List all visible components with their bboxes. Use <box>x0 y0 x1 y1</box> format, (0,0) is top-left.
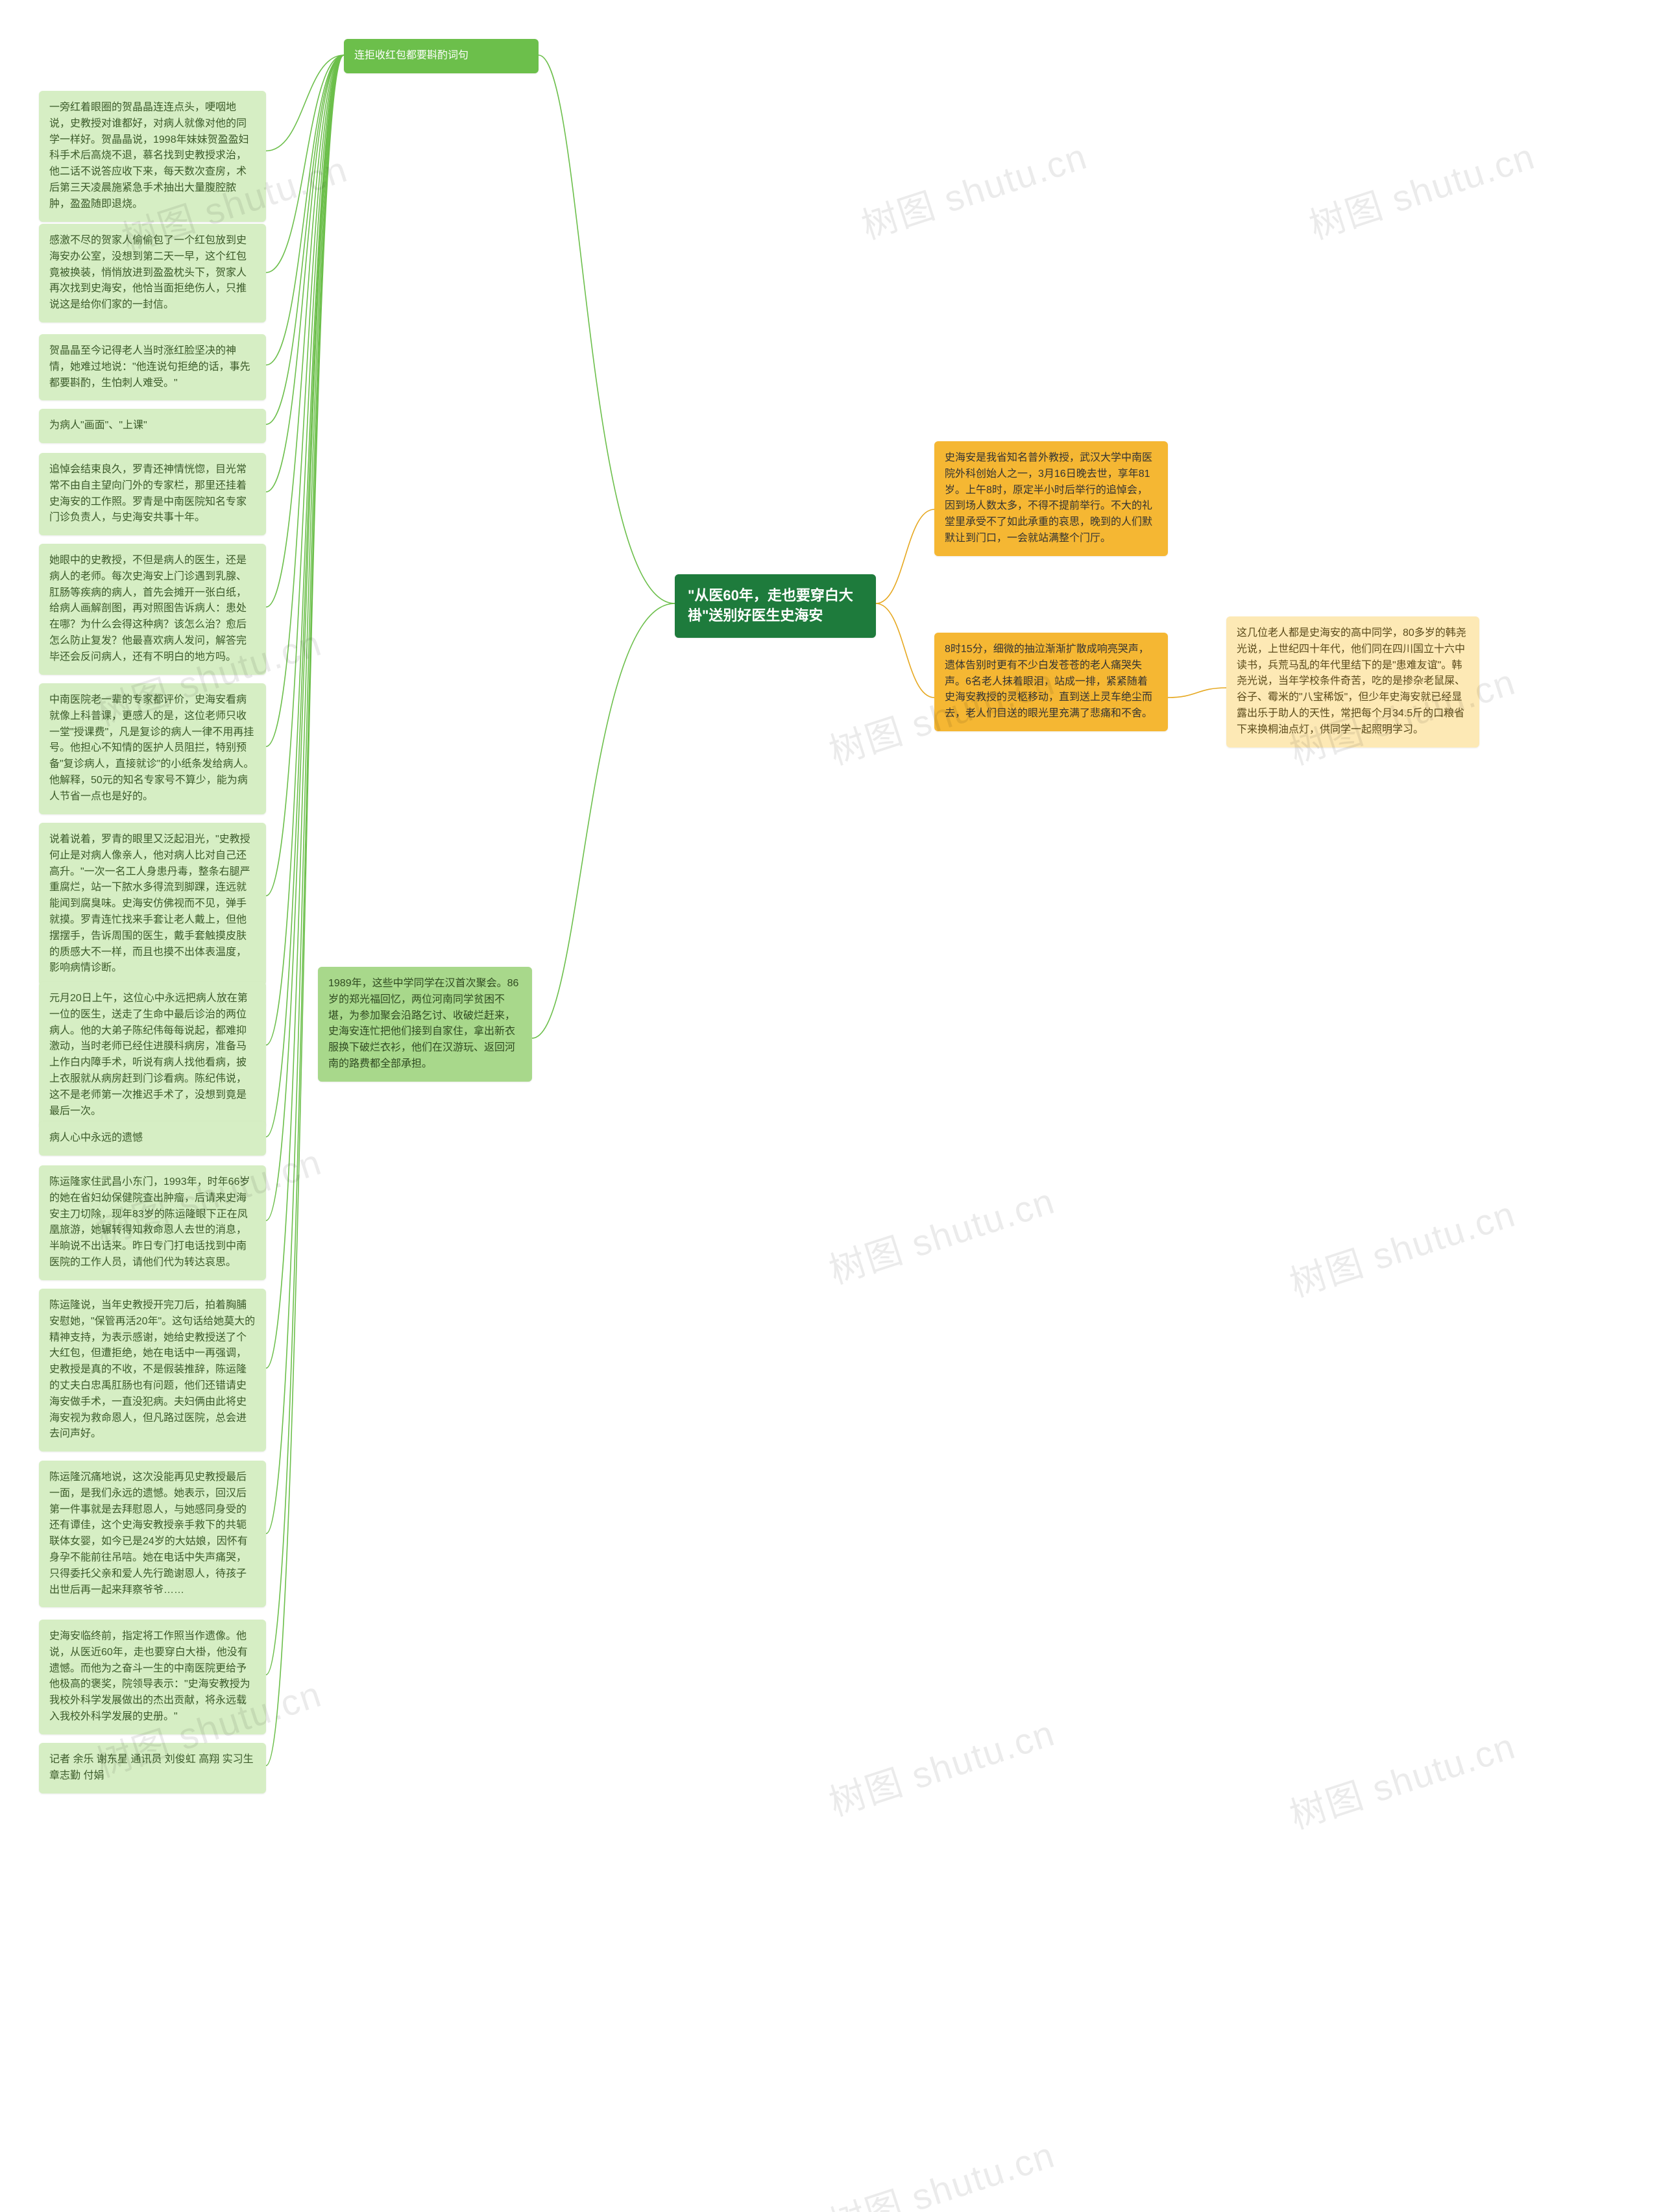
left-item: 陈运隆家住武昌小东门，1993年，时年66岁的她在省妇幼保健院查出肿瘤，后请来史… <box>39 1165 266 1280</box>
left-item: 中南医院老一辈的专家都评价，史海安看病就像上科普课，更感人的是，这位老师只收一堂… <box>39 683 266 814</box>
left-item: 元月20日上午，这位心中永远把病人放在第一位的医生，送走了生命中最后诊治的两位病… <box>39 982 266 1128</box>
bottom-node: 1989年，这些中学同学在汉首次聚会。86岁的郑光福回忆，两位河南同学贫困不堪，… <box>318 967 532 1082</box>
left-item: 史海安临终前，指定将工作照当作遗像。他说，从医近60年，走也要穿白大褂，他没有遗… <box>39 1620 266 1734</box>
left-item: 她眼中的史教授，不但是病人的医生，还是病人的老师。每次史海安上门诊遇到乳腺、肛肠… <box>39 544 266 675</box>
left-item: 感激不尽的贺家人偷偷包了一个红包放到史海安办公室，没想到第二天一早，这个红包竟被… <box>39 224 266 322</box>
left-item: 陈运隆说，当年史教授开完刀后，拍着胸脯安慰她，"保管再活20年"。这句话给她莫大… <box>39 1289 266 1452</box>
left-item: 记者 余乐 谢东星 通讯员 刘俊虹 高翔 实习生 章志勤 付娟 <box>39 1743 266 1793</box>
right-node-2a: 这几位老人都是史海安的高中同学，80多岁的韩尧光说，上世纪四十年代，他们同在四川… <box>1226 616 1479 747</box>
left-item: 追悼会结束良久，罗青还神情恍惚，目光常常不由自主望向门外的专家栏，那里还挂着史海… <box>39 453 266 535</box>
left-item: 一旁红着眼圈的贺晶晶连连点头，哽咽地说，史教授对谁都好，对病人就像对他的同学一样… <box>39 91 266 222</box>
left-item: 贺晶晶至今记得老人当时涨红脸坚决的神情，她难过地说："他连说句拒绝的话，事先都要… <box>39 334 266 400</box>
left-item: 陈运隆沉痛地说，这次没能再见史教授最后一面，是我们永远的遗憾。她表示，回汉后第一… <box>39 1461 266 1607</box>
left-item: 为病人"画面"、"上课" <box>39 409 266 443</box>
left-item: 说着说着，罗青的眼里又泛起泪光，"史教授何止是对病人像亲人，他对病人比对自己还高… <box>39 823 266 986</box>
root-node: "从医60年，走也要穿白大褂"送别好医生史海安 <box>675 574 876 638</box>
right-node-1: 史海安是我省知名普外教授，武汉大学中南医院外科创始人之一，3月16日晚去世，享年… <box>934 441 1168 556</box>
left-item: 病人心中永远的遗憾 <box>39 1121 266 1156</box>
right-node-2: 8时15分，细微的抽泣渐渐扩散成响亮哭声，遗体告别时更有不少白发苍苍的老人痛哭失… <box>934 633 1168 731</box>
left-header: 连拒收红包都要斟酌词句 <box>344 39 539 73</box>
